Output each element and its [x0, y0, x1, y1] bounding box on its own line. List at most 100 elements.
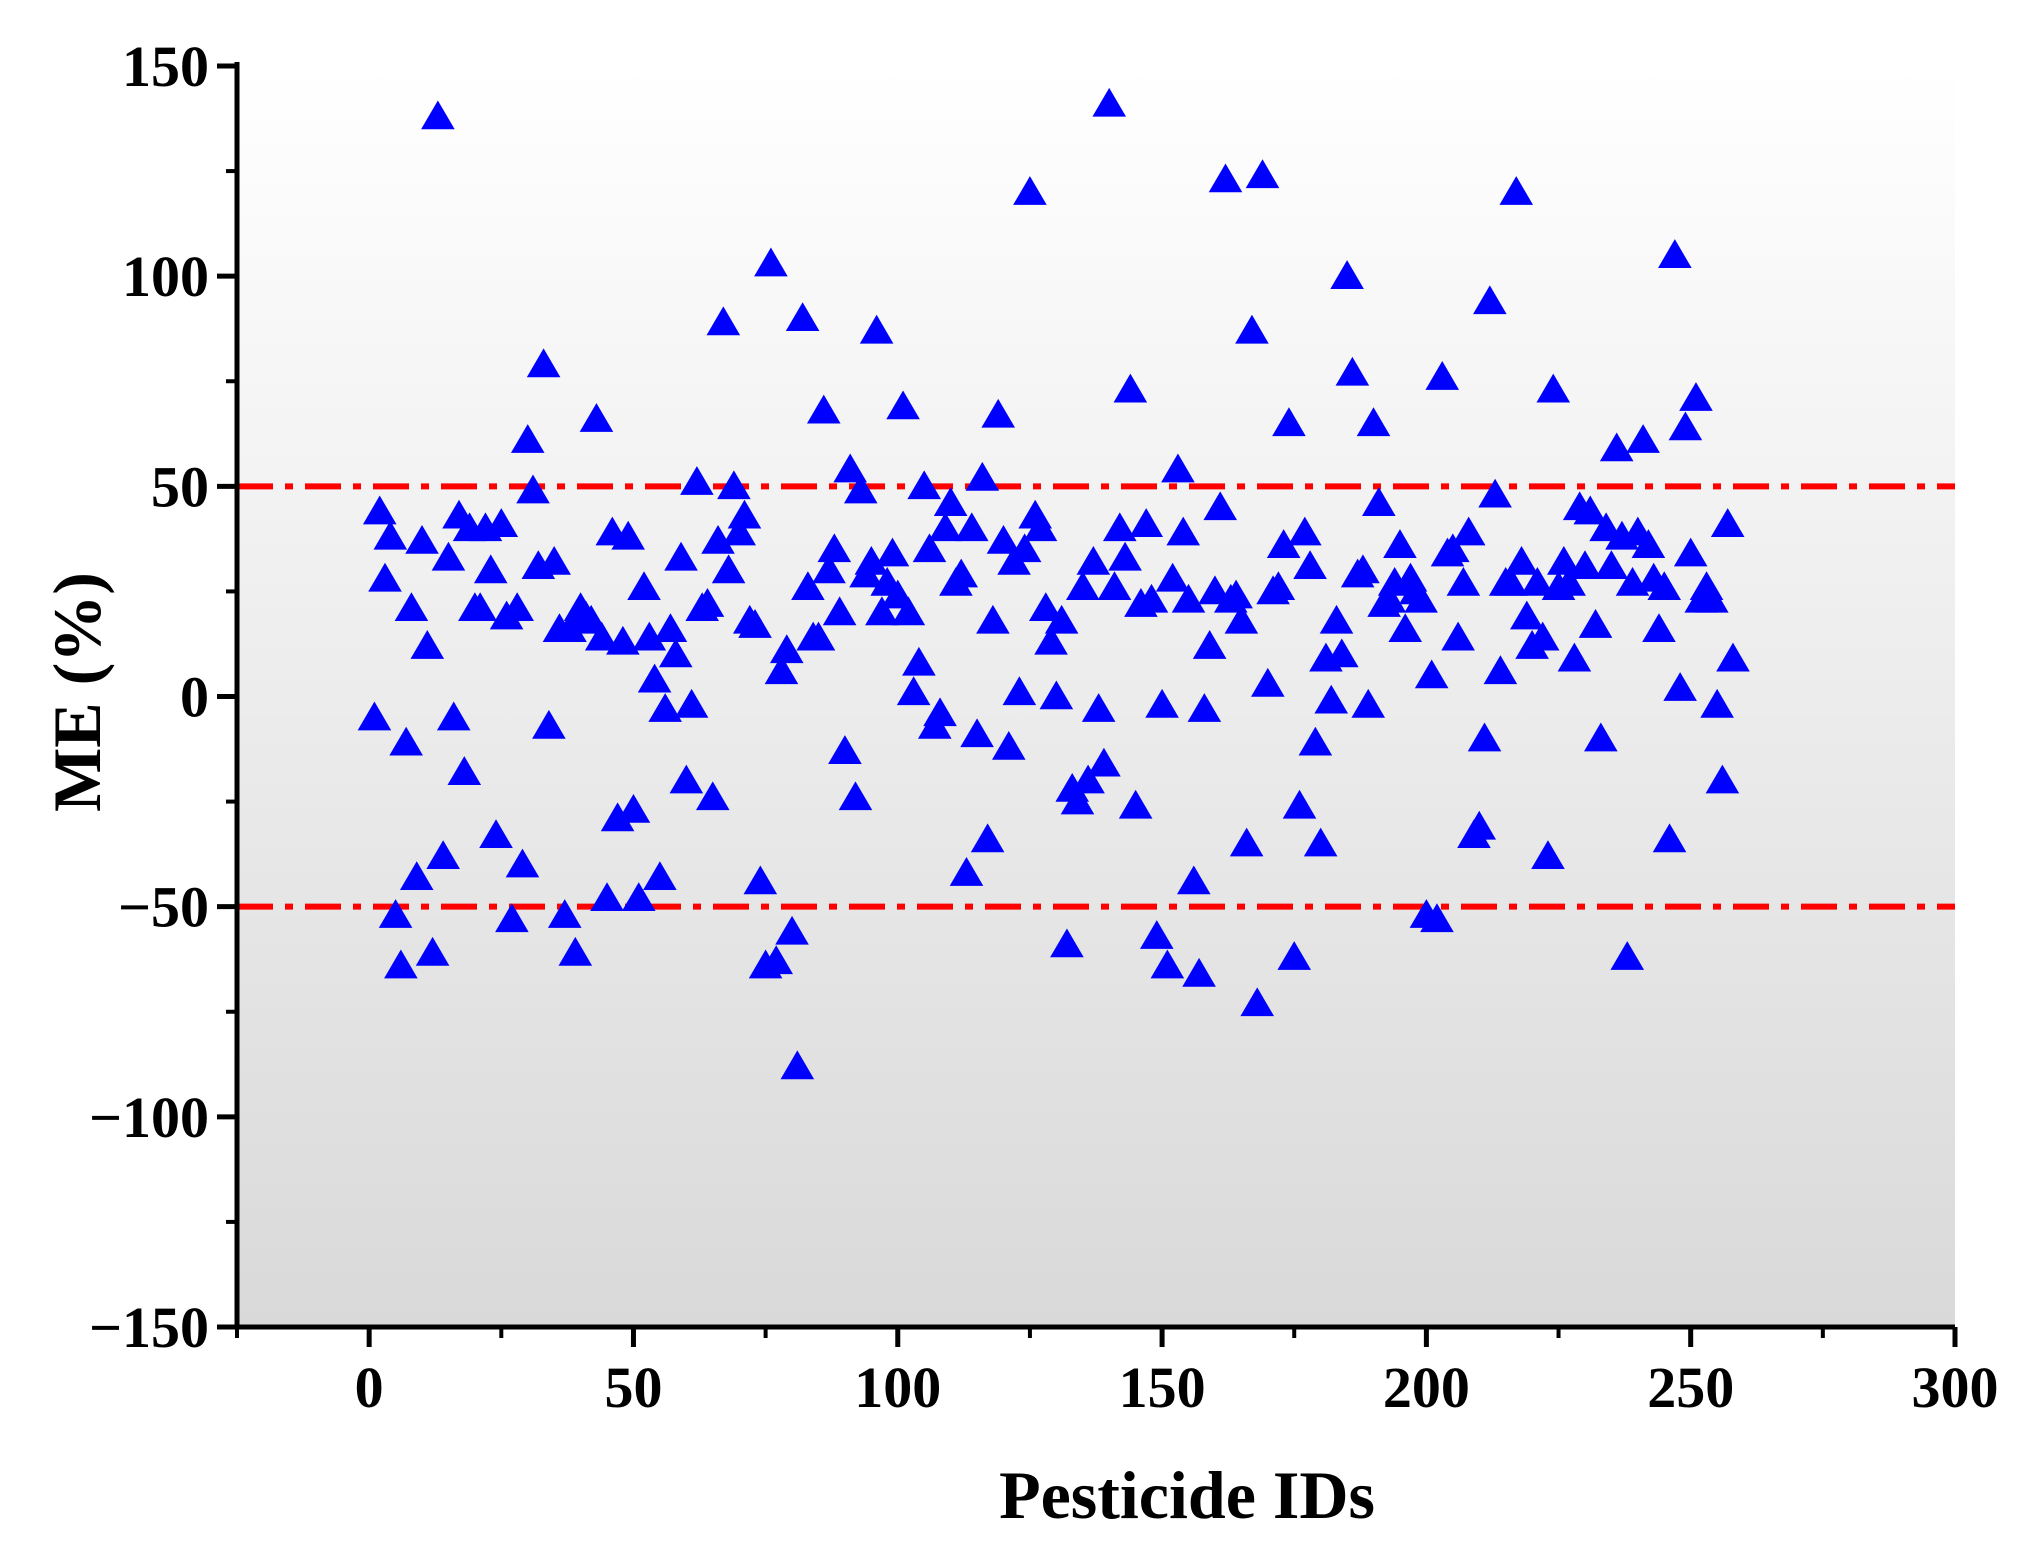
data-point: [769, 634, 804, 664]
data-point: [1346, 554, 1380, 584]
data-point: [505, 848, 540, 878]
data-point: [711, 554, 746, 584]
data-point: [875, 537, 910, 567]
data-point: [1039, 680, 1074, 710]
y-tick-label: −150: [89, 1295, 209, 1360]
data-point: [373, 520, 408, 550]
data-point: [1652, 823, 1687, 853]
data-point: [410, 630, 445, 659]
data-point: [394, 592, 429, 622]
data-point: [1700, 688, 1734, 718]
data-point: [912, 533, 947, 563]
data-point: [1192, 630, 1227, 659]
data-point: [759, 945, 793, 975]
data-point: [1145, 688, 1179, 718]
data-point: [896, 676, 931, 706]
data-point: [637, 663, 672, 693]
data-point: [928, 512, 963, 542]
data-point: [1716, 642, 1750, 672]
data-point: [1351, 688, 1386, 718]
data-point: [1525, 621, 1560, 651]
data-point: [1335, 356, 1370, 386]
data-point: [1710, 508, 1745, 537]
x-tick-label: 200: [1383, 1355, 1470, 1420]
data-point: [479, 819, 513, 849]
data-point: [627, 571, 661, 601]
data-point: [933, 487, 968, 516]
data-point: [389, 726, 423, 756]
data-point: [484, 508, 519, 537]
data-point: [1520, 567, 1555, 596]
x-tick-label: 0: [355, 1355, 384, 1420]
data-point: [1219, 579, 1253, 609]
data-point: [1383, 529, 1417, 558]
data-point: [1187, 693, 1222, 722]
data-point: [1478, 478, 1512, 508]
y-tick-label: −100: [89, 1085, 209, 1150]
data-point: [1161, 453, 1195, 483]
data-point: [421, 100, 455, 130]
data-point: [1362, 487, 1396, 516]
data-point: [1013, 176, 1047, 205]
data-point: [1610, 941, 1645, 970]
data-point: [1557, 642, 1592, 672]
data-point: [1171, 583, 1206, 613]
data-point: [812, 554, 846, 584]
data-point: [1081, 693, 1116, 722]
ticks: −150 −100 −50 0 50 100 150 0 50 100 150 200 250 300: [89, 34, 1999, 1420]
data-point: [1272, 407, 1306, 437]
data-point: [658, 638, 693, 668]
data-point: [970, 823, 1005, 853]
data-point: [1705, 764, 1740, 794]
data-point: [1166, 516, 1201, 546]
data-point: [579, 403, 614, 432]
data-point: [891, 596, 926, 626]
data-point: [949, 857, 984, 886]
data-point: [495, 903, 529, 933]
data-point: [1298, 726, 1333, 756]
x-tick-label: 100: [854, 1355, 941, 1420]
data-point: [621, 882, 656, 912]
data-point: [743, 865, 778, 895]
data-point: [616, 793, 651, 823]
data-point: [738, 609, 772, 638]
data-point: [1251, 667, 1285, 697]
data-point: [1139, 920, 1174, 949]
data-point: [1288, 516, 1322, 546]
data-point: [426, 840, 460, 870]
data-point: [886, 390, 920, 420]
data-point: [981, 398, 1016, 428]
data-point: [1510, 600, 1544, 630]
data-point: [965, 461, 1000, 491]
data-point: [1388, 613, 1423, 643]
data-point: [516, 474, 550, 504]
x-tick-label: 150: [1119, 1355, 1206, 1420]
y-axis-title: ME (%): [39, 572, 115, 812]
data-point: [754, 247, 788, 277]
data-point: [1504, 545, 1539, 575]
data-point: [1235, 314, 1269, 344]
data-point: [822, 596, 857, 626]
data-point: [1023, 512, 1058, 542]
data-point: [1441, 621, 1475, 651]
data-point: [960, 718, 994, 748]
data-point: [1547, 545, 1581, 575]
x-axis-title: Pesticide IDs: [999, 1457, 1375, 1533]
data-point: [1531, 840, 1565, 870]
data-point: [669, 764, 704, 794]
data-point: [1176, 865, 1211, 895]
data-point: [1314, 684, 1349, 714]
data-point: [1325, 638, 1359, 668]
data-point: [1499, 176, 1534, 205]
data-point: [1034, 625, 1068, 655]
data-points: [357, 87, 1750, 1080]
data-point: [1436, 533, 1470, 563]
data-point: [1536, 373, 1571, 403]
data-point: [1679, 382, 1713, 411]
data-point: [1573, 495, 1608, 525]
data-point: [1261, 571, 1296, 601]
reference-lines: [237, 483, 1955, 910]
data-point: [674, 688, 709, 718]
data-point: [526, 348, 561, 378]
